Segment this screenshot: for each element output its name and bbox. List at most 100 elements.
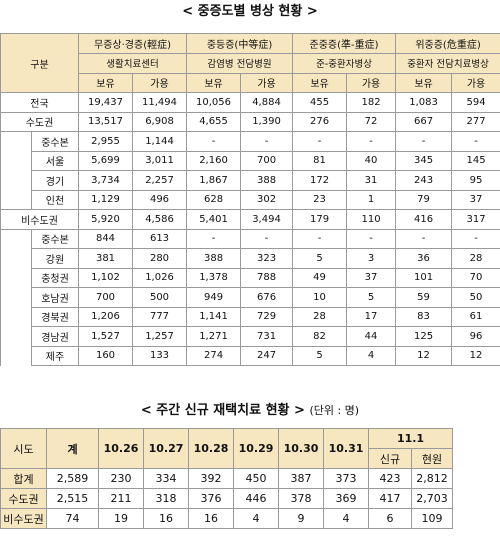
table-cell: 74 <box>46 508 99 529</box>
table-cell: 3,734 <box>78 170 133 191</box>
table-cell: 23 <box>292 189 348 210</box>
table-cell: 5,401 <box>186 209 242 230</box>
row-label: 경북권 <box>31 306 79 327</box>
table-cell: - <box>451 131 500 152</box>
table-cell: 11,494 <box>131 92 188 113</box>
table-cell: 49 <box>292 267 348 288</box>
home-treatment-title: < 주간 신규 재택치료 현황 > (단위 : 명) <box>0 401 500 421</box>
table-cell: 16 <box>188 508 234 529</box>
table-cell: - <box>292 228 348 249</box>
table-cell: 5 <box>346 287 397 308</box>
header-group-moderate: 중등증(中等症) <box>186 33 294 54</box>
header-group-severe: 위중증(危重症) <box>395 33 500 54</box>
table-cell: - <box>346 228 397 249</box>
table-cell: 4 <box>233 508 279 529</box>
indent-cell <box>0 346 32 366</box>
table-cell: 40 <box>346 150 397 171</box>
table-cell: 1,257 <box>131 326 188 347</box>
table-row: 합계 2,589 230 334 392 450 387 373 423 2,812 <box>0 468 500 489</box>
row-label: 수도권 <box>0 111 79 132</box>
table-row: 비수도권 74 19 16 16 4 9 4 6 109 <box>0 508 500 529</box>
row-label: 중수본 <box>31 131 79 152</box>
table-cell: 243 <box>395 170 453 191</box>
table-cell: 10 <box>292 287 348 308</box>
table-cell: 5 <box>292 248 348 269</box>
row-label: 합계 <box>0 468 47 489</box>
table-cell: 949 <box>186 287 242 308</box>
table-cell: 613 <box>131 228 188 249</box>
table-cell: - <box>186 131 242 152</box>
indent-cell <box>0 151 32 171</box>
table-cell: - <box>186 228 242 249</box>
row-label: 전국 <box>0 92 79 113</box>
header-total: 계 <box>46 428 99 469</box>
header-group-mild: 무증상·경증(輕症) <box>77 33 188 54</box>
row-label: 호남권 <box>31 287 79 308</box>
table-cell: 2,955 <box>78 131 133 152</box>
header-sub-mild: 생활치료센터 <box>77 53 188 74</box>
table-cell: 1,527 <box>78 326 133 347</box>
table-cell: 44 <box>346 326 397 347</box>
header-current: 현원 <box>410 448 454 469</box>
table-cell: 3,494 <box>240 209 294 230</box>
table-cell: 676 <box>240 287 294 308</box>
table-cell: 2,812 <box>410 468 454 489</box>
table-cell: 96 <box>451 326 500 347</box>
table-row: 제주 160 133 274 247 5 4 12 12 <box>0 345 500 366</box>
table-cell: 50 <box>451 287 500 308</box>
table-cell: 392 <box>188 468 234 489</box>
table-cell: 277 <box>451 111 500 132</box>
table-cell: 19,437 <box>78 92 133 113</box>
table-cell: - <box>451 228 500 249</box>
header-date: 10.30 <box>278 428 324 469</box>
row-label: 인천 <box>31 189 79 210</box>
table-row: 중수본 844 613- - - - - - <box>0 228 500 249</box>
header-col-owned: 보유 <box>395 72 453 93</box>
table-cell: 387 <box>278 468 324 489</box>
table-cell: 133 <box>131 345 188 366</box>
table-cell: 3 <box>346 248 397 269</box>
header-date: 10.31 <box>323 428 369 469</box>
table-cell: 1,141 <box>186 306 242 327</box>
table-cell: 4,655 <box>186 111 242 132</box>
table-cell: 16 <box>143 508 189 529</box>
indent-cell <box>0 248 32 268</box>
header-sub-severe: 중환자 전담치료병상 <box>395 53 500 74</box>
table-cell: 247 <box>240 345 294 366</box>
table-cell: 5 <box>292 345 348 366</box>
table-cell: 369 <box>323 488 369 509</box>
table-cell: 4 <box>323 508 369 529</box>
table-cell: 729 <box>240 306 294 327</box>
table-cell: 31 <box>346 170 397 191</box>
indent-cell <box>0 326 32 346</box>
table-cell: 388 <box>186 248 242 269</box>
table-cell: 788 <box>240 267 294 288</box>
table-cell: 12 <box>451 345 500 366</box>
table-cell: 1 <box>346 189 397 210</box>
table-cell: 373 <box>323 468 369 489</box>
table-cell: 70 <box>451 267 500 288</box>
indent-cell <box>0 229 32 249</box>
table-cell: - <box>292 131 348 152</box>
table-cell: 345 <box>395 150 453 171</box>
table-cell: 19 <box>98 508 144 529</box>
header-group-semi-severe: 준중증(準-重症) <box>292 33 397 54</box>
table-row: 강원 381 280 388 323 5 3 36 28 <box>0 248 500 269</box>
table-cell: 417 <box>368 488 412 509</box>
table-cell: 36 <box>395 248 453 269</box>
table-cell: 125 <box>395 326 453 347</box>
table-cell: 4,586 <box>131 209 188 230</box>
table-cell: 500 <box>131 287 188 308</box>
row-label: 비수도권 <box>0 209 79 230</box>
row-label: 강원 <box>31 248 79 269</box>
table-cell: 145 <box>451 150 500 171</box>
indent-cell <box>0 131 32 151</box>
header-col-available: 가용 <box>131 72 188 93</box>
table-cell: 110 <box>346 209 397 230</box>
table-cell: 172 <box>292 170 348 191</box>
header-date: 10.28 <box>188 428 234 469</box>
table-cell: 323 <box>240 248 294 269</box>
row-label: 비수도권 <box>0 508 47 529</box>
table-cell: 61 <box>451 306 500 327</box>
table-cell: 1,083 <box>395 92 453 113</box>
